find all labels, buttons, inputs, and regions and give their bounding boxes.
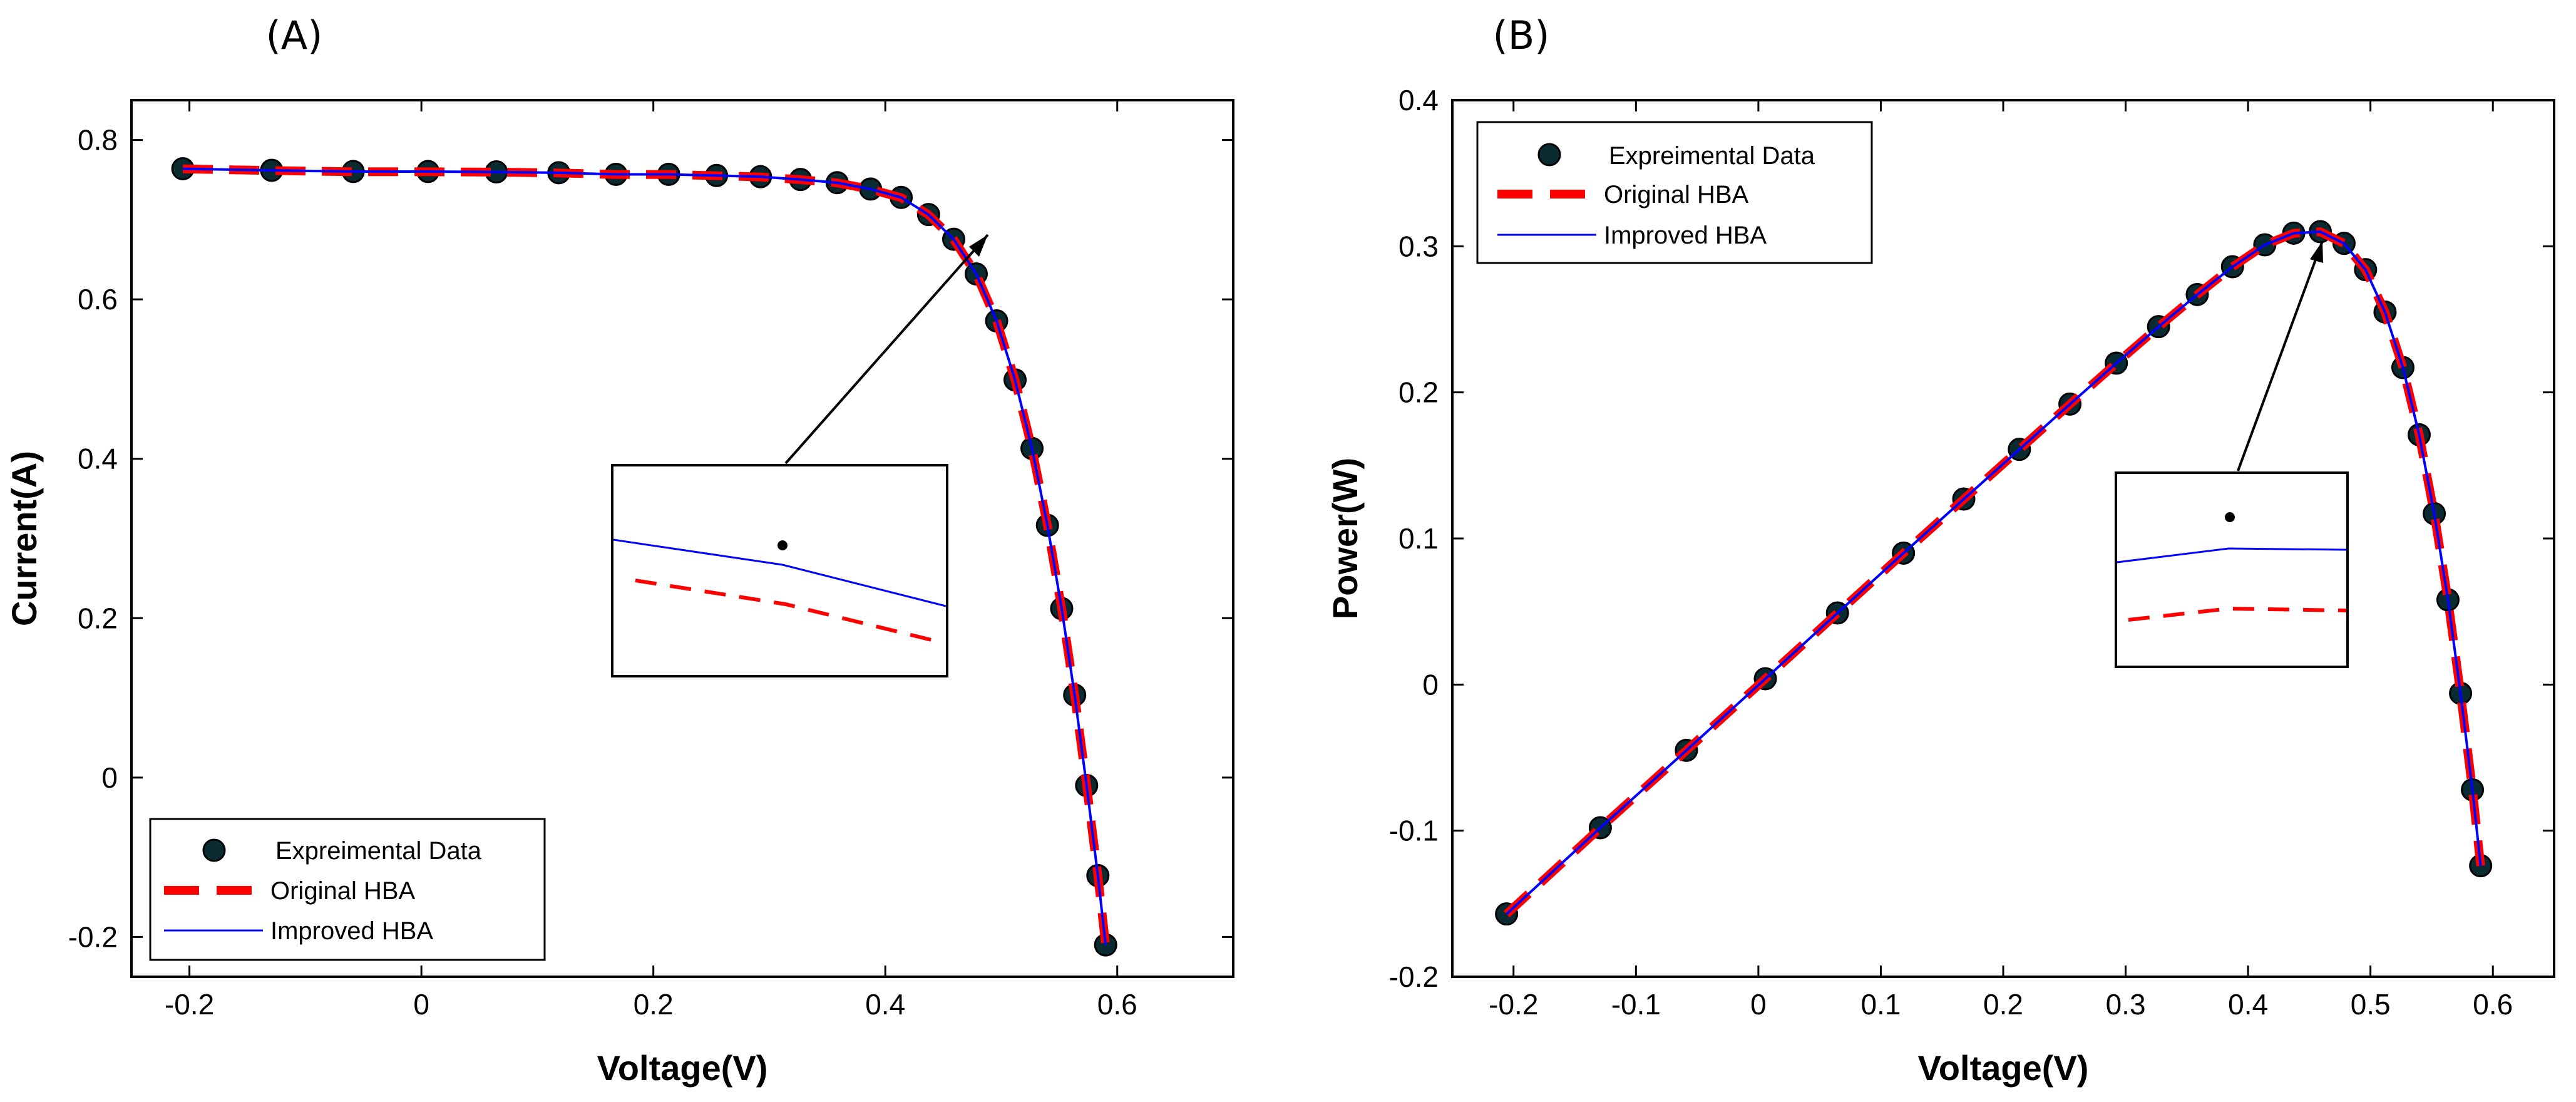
- inset-original-line-b: [2128, 606, 2347, 622]
- x-tick-label: 0: [413, 988, 429, 1021]
- axis-ticks-b: -0.2 -0.1 0 0.1 0.2 0.3 0.4 0.5 0.6 -0.2 -0.1 0 0.1 0…: [1389, 84, 2554, 1021]
- x-axis-title-a: Voltage(V): [597, 1048, 768, 1088]
- inset-original-line-a: [635, 579, 940, 644]
- y-tick-label: 0: [1422, 668, 1439, 701]
- y-tick-label: 0.2: [78, 602, 118, 634]
- inset-arrow-line-b: [2237, 240, 2324, 471]
- legend-label-original-a: Original HBA: [270, 877, 416, 905]
- x-tick-label: -0.2: [1489, 988, 1538, 1021]
- inset-arrow-head-a: [969, 235, 988, 257]
- x-tick-label: -0.2: [165, 988, 214, 1021]
- legend-b: Expreimental Data Original HBA Improved …: [1476, 121, 1873, 264]
- legend-label-data-b: Expreimental Data: [1609, 142, 1815, 170]
- inset-data-point-b: [2225, 512, 2235, 522]
- y-axis-title-b: Power(W): [1325, 458, 1365, 619]
- x-tick-label: 0.6: [1097, 988, 1137, 1021]
- y-tick-label: 0: [101, 761, 118, 794]
- panel-label-a: (A): [266, 13, 323, 58]
- legend-label-improved-a: Improved HBA: [270, 917, 433, 945]
- legend-label-original-b: Original HBA: [1604, 181, 1749, 209]
- y-tick-label: -0.2: [1389, 960, 1439, 993]
- y-tick-label: 0.3: [1398, 230, 1439, 262]
- zoom-inset-a: [611, 234, 989, 677]
- y-tick-label: 0.6: [78, 283, 118, 316]
- axis-ticks-a: -0.2 0 0.2 0.4 0.6 -0.2 0 0.2 0.4 0.6 0.8: [68, 100, 1233, 1021]
- zoom-inset-b: [2115, 240, 2349, 668]
- y-tick-label: -0.2: [68, 920, 118, 953]
- x-axis-title-b: Voltage(V): [1918, 1048, 2089, 1088]
- y-tick-label: -0.1: [1389, 815, 1439, 847]
- inset-improved-line-b: [2117, 547, 2347, 564]
- series-lines-b: [1503, 227, 2485, 918]
- x-tick-label: 0: [1750, 988, 1767, 1021]
- y-tick-label: 0.2: [1398, 376, 1439, 409]
- series-line-improved-hba: [183, 167, 1107, 945]
- inset-box-a: [611, 464, 948, 677]
- x-tick-label: 0.1: [1860, 988, 1901, 1021]
- legend-marker-icon-a: [202, 838, 226, 862]
- y-tick-label: 0.8: [78, 124, 118, 157]
- legend-a: Expreimental Data Original HBA Improved …: [149, 818, 546, 961]
- legend-label-improved-b: Improved HBA: [1604, 222, 1767, 249]
- y-tick-label: 0.1: [1398, 522, 1439, 555]
- panel-a-current-voltage-chart: (A) -0.2 0 0.2 0.4 0.6 -0.2 0 0.2 0.4 0.6 0.8 Volt…: [4, 13, 1234, 1088]
- inset-improved-line-a: [613, 538, 947, 607]
- inset-box-b: [2115, 471, 2349, 668]
- y-tick-label: 0.4: [1398, 84, 1439, 116]
- x-tick-label: 0.5: [2351, 988, 2391, 1021]
- panel-b-power-voltage-chart: (B) -0.2 -0.1 0 0.1 0.2 0.3 0.4 0.5 0.6 -0.2 -0.1 0…: [1325, 13, 2555, 1088]
- x-tick-label: -0.1: [1611, 988, 1661, 1021]
- y-tick-label: 0.4: [78, 443, 118, 475]
- inset-arrow-line-a: [784, 234, 989, 465]
- inset-arrow-head-b: [2310, 241, 2323, 263]
- series-lines-a: [182, 164, 1111, 946]
- x-tick-label: 0.6: [2473, 988, 2513, 1021]
- x-tick-label: 0.2: [634, 988, 674, 1021]
- series-line-improved-hba: [1506, 230, 2482, 915]
- legend-label-data-a: Expreimental Data: [275, 837, 482, 865]
- inset-data-point-a: [777, 540, 788, 550]
- x-tick-label: 0.4: [865, 988, 905, 1021]
- x-tick-label: 0.4: [2228, 988, 2268, 1021]
- panel-label-b: (B): [1493, 13, 1550, 58]
- x-tick-label: 0.2: [1983, 988, 2023, 1021]
- x-tick-label: 0.3: [2106, 988, 2146, 1021]
- legend-marker-icon-b: [1537, 143, 1561, 167]
- y-axis-title-a: Current(A): [4, 451, 44, 626]
